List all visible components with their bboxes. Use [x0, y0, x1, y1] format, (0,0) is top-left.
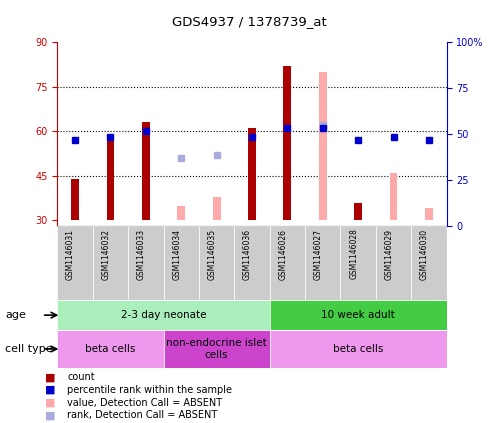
Bar — [57, 300, 269, 330]
Bar — [305, 226, 340, 300]
Bar — [248, 128, 256, 220]
Bar — [199, 226, 235, 300]
Bar — [319, 72, 327, 220]
Bar — [57, 330, 164, 368]
Text: 2-3 day neonate: 2-3 day neonate — [121, 310, 206, 320]
Bar — [142, 122, 150, 220]
Text: count: count — [67, 372, 95, 382]
Bar — [71, 179, 79, 220]
Bar — [269, 226, 305, 300]
Text: GSM1146029: GSM1146029 — [385, 228, 394, 280]
Bar — [107, 140, 114, 220]
Text: percentile rank within the sample: percentile rank within the sample — [67, 385, 233, 395]
Text: GSM1146027: GSM1146027 — [314, 228, 323, 280]
Text: GSM1146028: GSM1146028 — [349, 228, 358, 280]
Bar — [269, 330, 447, 368]
Text: GSM1146032: GSM1146032 — [101, 228, 110, 280]
Text: GDS4937 / 1378739_at: GDS4937 / 1378739_at — [172, 15, 327, 28]
Text: GSM1146031: GSM1146031 — [66, 228, 75, 280]
Bar — [354, 203, 362, 220]
Bar — [177, 206, 185, 220]
Text: GSM1146033: GSM1146033 — [137, 228, 146, 280]
Text: ■: ■ — [45, 410, 55, 420]
Bar — [411, 226, 447, 300]
Bar — [213, 197, 221, 220]
Text: beta cells: beta cells — [85, 344, 136, 354]
Text: GSM1146036: GSM1146036 — [243, 228, 252, 280]
Bar — [283, 66, 291, 220]
Text: beta cells: beta cells — [333, 344, 383, 354]
Bar — [164, 330, 269, 368]
Bar — [269, 300, 447, 330]
Text: age: age — [5, 310, 26, 320]
Text: ■: ■ — [45, 398, 55, 408]
Bar — [340, 226, 376, 300]
Bar — [164, 226, 199, 300]
Bar — [57, 226, 93, 300]
Text: rank, Detection Call = ABSENT: rank, Detection Call = ABSENT — [67, 410, 218, 420]
Text: GSM1146034: GSM1146034 — [172, 228, 181, 280]
Bar — [235, 226, 269, 300]
Text: GSM1146035: GSM1146035 — [208, 228, 217, 280]
Text: GSM1146026: GSM1146026 — [278, 228, 287, 280]
Bar — [93, 226, 128, 300]
Text: 10 week adult: 10 week adult — [321, 310, 395, 320]
Text: ■: ■ — [45, 385, 55, 395]
Bar — [390, 173, 397, 220]
Text: GSM1146030: GSM1146030 — [420, 228, 429, 280]
Text: ■: ■ — [45, 372, 55, 382]
Bar — [128, 226, 164, 300]
Text: cell type: cell type — [5, 344, 52, 354]
Bar — [425, 209, 433, 220]
Text: non-endocrine islet
cells: non-endocrine islet cells — [166, 338, 267, 360]
Text: value, Detection Call = ABSENT: value, Detection Call = ABSENT — [67, 398, 223, 408]
Bar — [376, 226, 411, 300]
